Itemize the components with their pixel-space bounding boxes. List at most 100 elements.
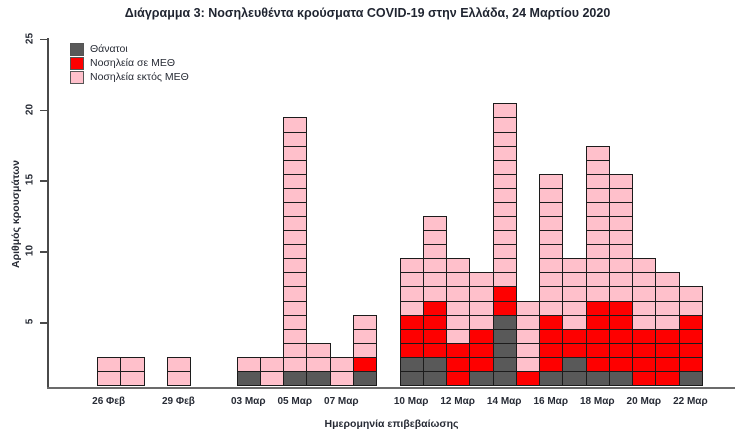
case-cell: [97, 356, 122, 372]
x-tick-label: 12 Μαρ: [440, 396, 475, 407]
case-cell: [608, 300, 634, 316]
case-cell: [608, 173, 634, 189]
case-cell: [562, 342, 587, 358]
case-cell: [562, 356, 587, 372]
legend-label-deaths: Θάνατοι: [90, 42, 128, 55]
y-tick-mark: [40, 322, 47, 324]
case-cell: [399, 328, 424, 344]
case-cell: [608, 216, 634, 232]
x-tick-label: 26 Φεβ: [92, 396, 126, 407]
case-cell: [655, 342, 680, 358]
case-cell: [283, 230, 308, 246]
y-tick-mark: [40, 180, 47, 182]
case-cell: [585, 272, 610, 288]
case-cell: [166, 370, 192, 386]
x-tick-label: 18 Μαρ: [580, 396, 615, 407]
case-cell: [539, 342, 564, 358]
case-cell: [446, 370, 471, 386]
case-cell: [539, 286, 564, 302]
case-cell: [259, 370, 285, 386]
case-cell: [422, 328, 448, 344]
case-cell: [492, 145, 517, 161]
case-cell: [306, 342, 331, 358]
case-cell: [678, 342, 704, 358]
case-cell: [422, 216, 448, 232]
case-cell: [329, 370, 354, 386]
x-tick-label: 29 Φεβ: [161, 396, 195, 407]
case-cell: [539, 272, 564, 288]
case-cell: [422, 258, 448, 274]
case-cell: [469, 286, 494, 302]
case-cell: [306, 356, 331, 372]
case-cell: [283, 159, 308, 175]
case-cell: [539, 300, 564, 316]
case-cell: [585, 314, 610, 330]
legend: Θάνατοι Νοσηλεία σε ΜΕΘ Νοσηλεία εκτός Μ…: [70, 42, 189, 84]
case-cell: [166, 356, 192, 372]
case-cell: [469, 328, 494, 344]
case-cell: [608, 356, 634, 372]
case-cell: [422, 370, 448, 386]
case-cell: [585, 370, 610, 386]
case-cell: [515, 300, 541, 316]
case-cell: [492, 300, 517, 316]
x-tick-label: 22 Μαρ: [673, 396, 708, 407]
case-cell: [608, 187, 634, 203]
case-cell: [399, 272, 424, 288]
case-cell: [283, 187, 308, 203]
case-cell: [585, 258, 610, 274]
case-cell: [492, 201, 517, 218]
case-cell: [283, 370, 308, 386]
chart-title: Διάγραμμα 3: Νοσηλευθέντα κρούσματα COVI…: [124, 6, 611, 20]
case-cell: [446, 258, 471, 274]
case-cell: [678, 328, 704, 344]
case-cell: [585, 159, 610, 175]
case-cell: [492, 272, 517, 288]
y-axis-line: [47, 38, 49, 388]
case-cell: [492, 328, 517, 344]
case-cell: [539, 216, 564, 232]
case-cell: [562, 328, 587, 344]
case-cell: [655, 272, 680, 288]
legend-item-deaths: Θάνατοι: [70, 42, 189, 56]
case-cell: [632, 258, 657, 274]
case-cell: [562, 258, 587, 274]
case-cell: [585, 300, 610, 316]
case-cell: [399, 314, 424, 330]
case-cell: [492, 286, 517, 302]
y-tick-label: 25: [24, 32, 36, 44]
case-cell: [283, 145, 308, 161]
case-cell: [399, 258, 424, 274]
y-axis-title: Αριθμός κρουσμάτων: [10, 160, 22, 268]
case-cell: [539, 244, 564, 260]
case-cell: [632, 300, 657, 316]
case-cell: [446, 342, 471, 358]
case-cell: [539, 173, 564, 189]
case-cell: [492, 117, 517, 133]
case-cell: [422, 244, 448, 260]
case-cell: [585, 216, 610, 232]
case-cell: [515, 328, 541, 344]
case-cell: [632, 314, 657, 330]
case-cell: [585, 145, 610, 161]
case-cell: [399, 286, 424, 302]
case-cell: [422, 272, 448, 288]
case-cell: [469, 272, 494, 288]
case-cell: [492, 342, 517, 358]
case-cell: [632, 342, 657, 358]
legend-item-ward: Νοσηλεία εκτός ΜΕΘ: [70, 70, 189, 84]
case-cell: [632, 328, 657, 344]
case-cell: [283, 173, 308, 189]
case-cell: [120, 356, 145, 372]
case-cell: [352, 342, 378, 358]
case-cell: [283, 272, 308, 288]
case-cell: [283, 342, 308, 358]
case-cell: [399, 300, 424, 316]
case-cell: [678, 370, 704, 386]
case-cell: [236, 356, 261, 372]
case-cell: [515, 356, 541, 372]
case-cell: [422, 286, 448, 302]
case-cell: [283, 258, 308, 274]
case-cell: [539, 187, 564, 203]
